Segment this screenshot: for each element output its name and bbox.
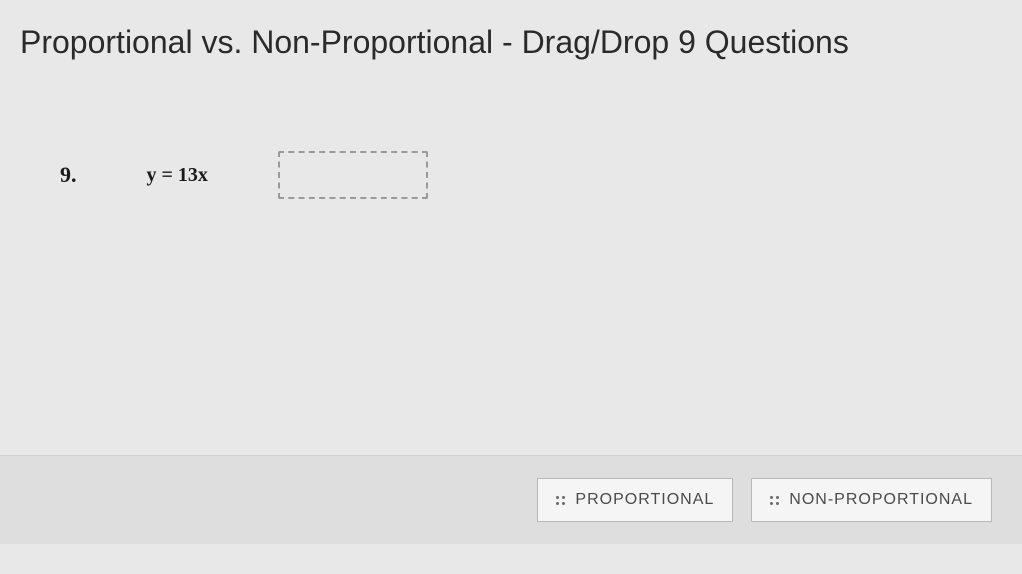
question-number: 9. xyxy=(60,162,77,188)
drag-item-label: NON-PROPORTIONAL xyxy=(789,491,973,509)
drag-handle-icon xyxy=(556,496,565,505)
question-area: 9. y = 13x xyxy=(0,71,1022,259)
page-title: Proportional vs. Non-Proportional - Drag… xyxy=(0,0,1022,71)
equation-text: y = 13x xyxy=(147,164,208,187)
answer-bank: PROPORTIONAL NON-PROPORTIONAL xyxy=(0,455,1022,544)
drag-item-label: PROPORTIONAL xyxy=(575,491,714,509)
drag-handle-icon xyxy=(770,496,779,505)
drag-item-non-proportional[interactable]: NON-PROPORTIONAL xyxy=(751,478,992,522)
drag-item-proportional[interactable]: PROPORTIONAL xyxy=(537,478,733,522)
answer-drop-zone[interactable] xyxy=(278,151,428,199)
